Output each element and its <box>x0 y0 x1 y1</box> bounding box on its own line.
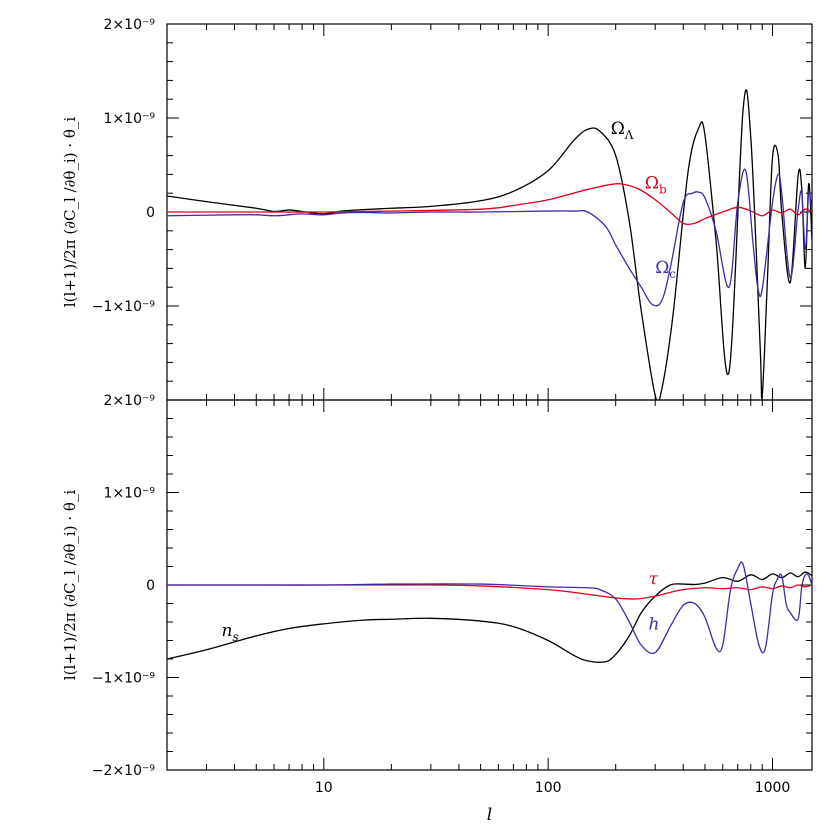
curve-label-text: h <box>648 614 659 634</box>
series-line <box>167 571 812 663</box>
x-tick-label: 100 <box>535 780 562 796</box>
curve-label: ns <box>222 621 239 644</box>
curve-label-subscript: b <box>659 183 667 197</box>
y-tick-label: −2×10⁻⁹ <box>92 763 156 779</box>
curve-label-text: τ <box>648 570 658 590</box>
curve-label-text: Ω <box>655 258 669 278</box>
curve-label: h <box>648 614 659 634</box>
chart-panel-bottom: 2×10⁻⁹ 1×10⁻⁹ 0 −1×10⁻⁹ −2×10⁻⁹ 10 100 1000 l l(l… <box>61 393 813 825</box>
y-tick-label: 1×10⁻⁹ <box>104 486 156 502</box>
curve-label: Ωb <box>645 174 667 197</box>
y-tick-label: 2×10⁻⁹ <box>104 393 156 409</box>
series-line <box>167 561 812 655</box>
y-tick-label: 1×10⁻⁹ <box>104 111 156 127</box>
curve-label-text: Ω <box>611 119 625 139</box>
y-tick-label: −1×10⁻⁹ <box>92 299 156 315</box>
curve-label-subscript: Λ <box>624 128 634 142</box>
curve-label-subscript: s <box>232 630 238 644</box>
series-line <box>167 183 812 225</box>
curve-label-text: n <box>222 621 233 641</box>
curve-label: Ωc <box>655 258 676 281</box>
chart-panel-top: 2×10⁻⁹ 1×10⁻⁹ 0 −1×10⁻⁹ l(l+1)/2π (∂C_l /∂θ_… <box>61 17 813 401</box>
x-tick-label: 10 <box>315 780 333 796</box>
y-tick-label: −1×10⁻⁹ <box>92 671 156 687</box>
curve-label-text: Ω <box>645 174 659 194</box>
y-tick-label: 2×10⁻⁹ <box>104 17 156 33</box>
x-tick-label: 1000 <box>755 780 791 796</box>
x-axis-label: l <box>487 805 492 825</box>
curve-label-subscript: c <box>669 267 676 281</box>
y-tick-label: 0 <box>146 205 155 221</box>
y-tick-label: 0 <box>146 578 155 594</box>
series-line <box>167 168 812 307</box>
curve-label: ΩΛ <box>611 119 634 142</box>
curve-label: τ <box>648 570 658 590</box>
series-line <box>167 584 812 600</box>
y-axis-label: l(l+1)/2π (∂C_l /∂θ_i) · θ_i <box>61 490 79 681</box>
series-line <box>167 89 812 400</box>
y-axis-label: l(l+1)/2π (∂C_l /∂θ_i) · θ_i <box>61 117 79 308</box>
